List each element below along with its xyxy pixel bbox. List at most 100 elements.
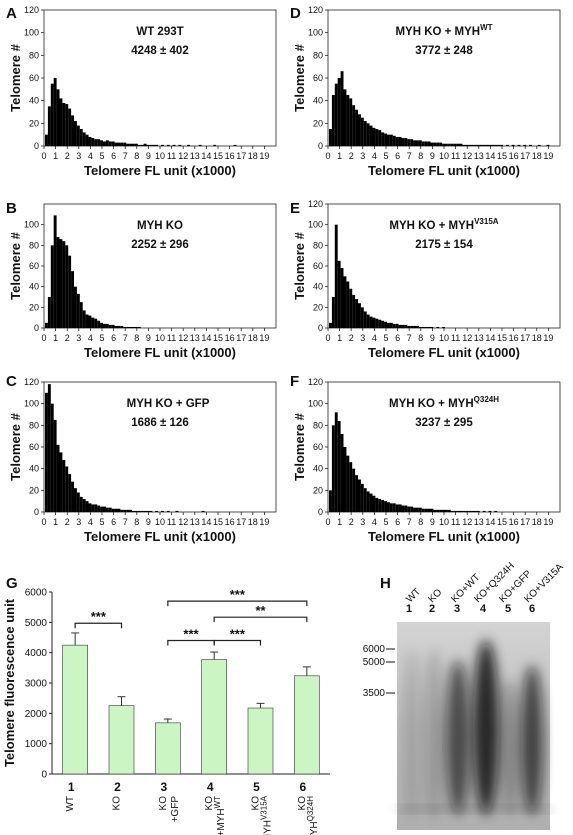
histogram-bar: [372, 495, 376, 512]
histogram-bar: [430, 508, 434, 512]
x-tick-label: 1: [337, 333, 342, 343]
histogram-bar: [358, 303, 361, 328]
histogram-bar: [404, 138, 408, 146]
histogram-bar: [381, 132, 385, 146]
histogram-bar: [450, 510, 454, 512]
histogram-bar: [442, 143, 445, 146]
y-tick-label: 40: [29, 464, 39, 474]
histogram-bar: [372, 317, 376, 328]
category-label: KO +GFP: [158, 796, 181, 823]
x-tick-label: 16: [509, 517, 519, 527]
histogram-bar: [175, 510, 179, 512]
histogram-bar: [378, 319, 382, 328]
histogram-bar: [343, 447, 347, 512]
y-tick-label: 60: [313, 73, 323, 83]
histogram-bar: [529, 144, 532, 146]
histogram-bar: [108, 141, 112, 146]
histogram-bar: [91, 504, 95, 512]
histogram-bar: [126, 509, 130, 512]
histogram-bar: [65, 245, 69, 328]
x-tick-label: 18: [248, 517, 258, 527]
histogram-bar: [410, 139, 414, 146]
x-tick-label: 2: [65, 151, 70, 161]
histogram-bar: [100, 506, 103, 512]
y-tick-label: 40: [313, 96, 323, 106]
category-label-line2-main: +MYH: [309, 821, 320, 835]
histogram-bar: [369, 493, 373, 512]
category-number: 2: [114, 780, 121, 794]
histogram-bar: [166, 144, 170, 146]
histogram-bar: [439, 509, 443, 512]
x-tick-label: 2: [349, 517, 354, 527]
histogram-bar: [416, 325, 419, 328]
x-tick-label: 17: [520, 517, 530, 527]
condition-title-superscript: Q324H: [474, 395, 500, 404]
histogram-bar: [418, 140, 422, 146]
histogram-bar: [349, 288, 353, 328]
histogram-bar: [97, 505, 101, 512]
blot-lane-smear: [446, 660, 470, 815]
condition-title: MYH KO + MYHV315A: [389, 217, 498, 232]
condition-title: MYH KO + MYHQ324H: [389, 395, 499, 410]
x-tick-label: 8: [134, 151, 139, 161]
x-tick-label: 13: [474, 517, 484, 527]
histogram-bar: [407, 139, 411, 146]
histogram-bar: [494, 510, 498, 512]
histogram-bar: [68, 108, 72, 146]
histogram-bar: [340, 71, 344, 146]
histogram-bar: [85, 501, 89, 512]
condition-title: MYH KO + MYHWT: [395, 23, 492, 38]
y-tick-label: 60: [29, 73, 39, 83]
blot-lane-smear: [521, 665, 543, 815]
histogram-bar: [381, 500, 385, 512]
histogram-bar: [381, 320, 385, 328]
histogram-bar: [129, 509, 132, 512]
category-label: KO+MYHV315A: [251, 795, 274, 835]
histogram-bar: [416, 140, 419, 146]
histogram-bar: [329, 129, 332, 146]
x-tick-label: 5: [99, 151, 104, 161]
x-tick-label: 16: [225, 333, 235, 343]
x-tick-label: 4: [372, 333, 377, 343]
histogram-bar: [103, 323, 106, 328]
condition-title-main: MYH KO + MYH: [395, 26, 480, 38]
condition-title-main: MYH KO + GFP: [127, 398, 210, 410]
histogram-bar: [436, 509, 440, 512]
y-tick-label: 20: [313, 302, 323, 312]
histogram-bar: [329, 322, 332, 328]
y-axis-label: Telomere fluorescence unit: [2, 598, 17, 767]
histogram-bar: [94, 504, 98, 512]
x-tick-label: 8: [134, 517, 139, 527]
histogram-bar: [372, 127, 376, 146]
x-tick-label: 6: [111, 517, 116, 527]
x-tick-label: 17: [236, 517, 246, 527]
category-label-line2: +MYHQ324H: [306, 796, 320, 835]
histogram-bar: [476, 144, 480, 146]
y-tick-label: 0: [41, 770, 47, 781]
histogram-bar: [418, 326, 422, 328]
significance-label: ***: [230, 627, 246, 642]
y-tick-label: 6000: [25, 588, 48, 599]
histogram-bar: [442, 509, 445, 512]
y-tick-label: 0: [318, 141, 323, 151]
panel-label: F: [290, 373, 299, 390]
category-number: 1: [68, 780, 75, 794]
x-tick-label: 18: [248, 151, 258, 161]
significance-bracket: [167, 600, 308, 607]
x-axis-label: Telomere FL unit (x1000): [84, 163, 236, 178]
data-bar: [294, 675, 320, 775]
histogram-bar: [340, 434, 344, 512]
histogram-bar: [97, 320, 101, 328]
y-tick-label: 80: [29, 240, 39, 250]
y-tick-label: 120: [24, 5, 39, 15]
histogram-bar: [384, 501, 387, 512]
histogram-bar: [120, 325, 124, 328]
condition-title-main: MYH KO: [137, 220, 183, 232]
x-tick-label: 13: [474, 151, 484, 161]
histogram-bar: [71, 481, 74, 512]
condition-title-main: MYH KO + MYH: [389, 398, 474, 410]
histogram-bar: [76, 293, 80, 328]
x-tick-label: 11: [451, 333, 460, 343]
